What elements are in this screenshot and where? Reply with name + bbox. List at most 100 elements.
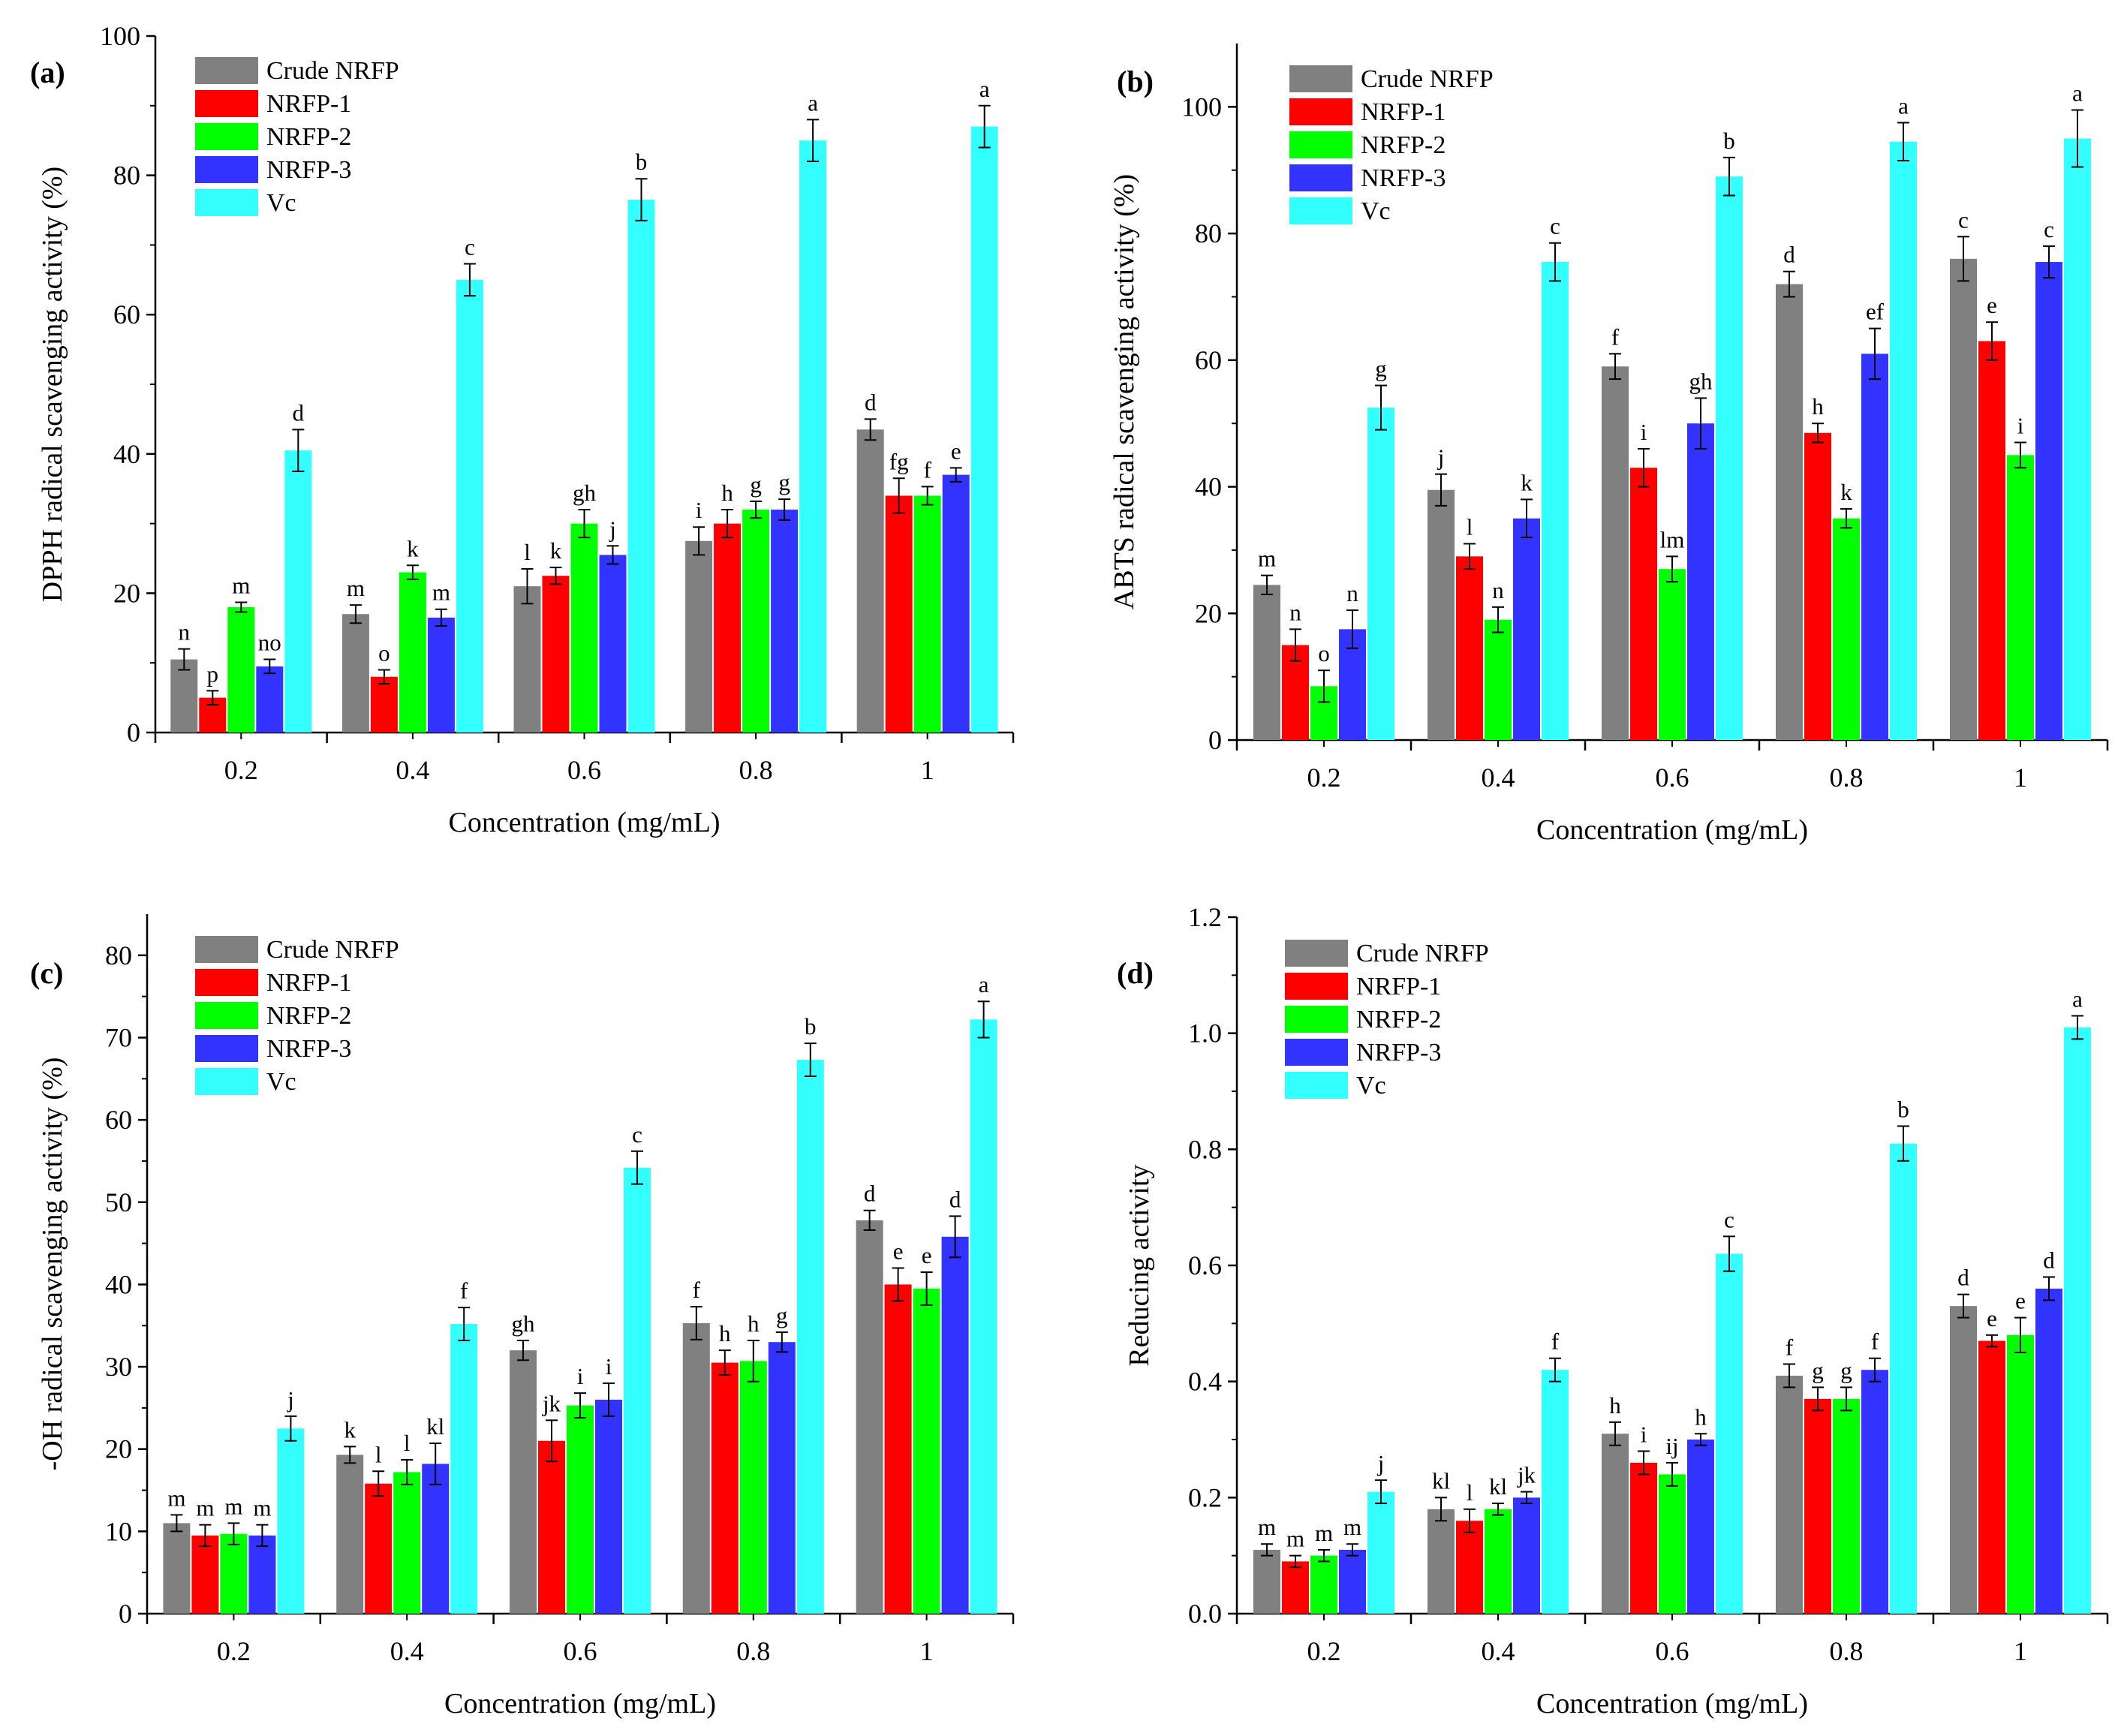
bar-crude-nrfp-0.6 <box>1602 366 1629 740</box>
significance-letter: jk <box>1517 1462 1536 1488</box>
bar-nrfp-3-0.8 <box>768 1342 796 1614</box>
significance-letter: b <box>636 149 648 175</box>
bar-crude-nrfp-0.2 <box>163 1523 191 1614</box>
significance-letter: a <box>979 971 989 997</box>
bar-vc-0.2 <box>1367 408 1394 740</box>
significance-letter: kl <box>1489 1473 1507 1500</box>
y-tick-label: 40 <box>1195 472 1222 502</box>
bar-crude-nrfp-0.2 <box>1253 1549 1280 1614</box>
y-axis-title: DPPH radical scavenging activity (%) <box>37 167 68 602</box>
significance-letter: k <box>1521 469 1533 495</box>
x-tick-label: 0.8 <box>736 1636 770 1666</box>
bar-nrfp-3-0.2 <box>1339 1549 1366 1614</box>
bar-nrfp-2-0.6 <box>570 523 598 733</box>
significance-letter: ij <box>1665 1433 1678 1459</box>
legend-swatch <box>1289 164 1352 191</box>
bar-nrfp-3-0.6 <box>599 555 627 733</box>
significance-letter: j <box>609 516 616 542</box>
significance-letter: p <box>207 660 219 687</box>
significance-letter: j <box>287 1386 294 1413</box>
legend-entry: NRFP-3 <box>266 1035 351 1063</box>
significance-letter: c <box>1724 1206 1734 1232</box>
legend-entry: Crude NRFP <box>266 936 399 964</box>
significance-letter: k <box>550 537 562 564</box>
legend-swatch <box>1289 65 1352 92</box>
legend-entry: NRFP-1 <box>1356 973 1441 1000</box>
bar-nrfp-3-0.6 <box>1687 423 1714 740</box>
legend-entry: NRFP-2 <box>1356 1006 1441 1033</box>
bar-nrfp-2-0.8 <box>739 1361 767 1614</box>
x-tick-label: 1 <box>921 755 934 785</box>
bar-nrfp-3-1 <box>942 474 970 733</box>
legend-entry: NRFP-2 <box>266 123 351 151</box>
legend-swatch <box>195 123 258 150</box>
significance-letter: d <box>2043 1247 2055 1273</box>
significance-letter: f <box>460 1277 468 1304</box>
bar-vc-1 <box>970 1019 997 1614</box>
significance-letter: j <box>1377 1450 1385 1476</box>
significance-letter: i <box>1641 419 1647 445</box>
legend-entry: Vc <box>1356 1072 1386 1100</box>
legend-entry: Vc <box>266 1068 296 1096</box>
y-tick-label: 0.0 <box>1188 1599 1222 1629</box>
significance-letter: l <box>404 1430 411 1456</box>
legend-entry: Vc <box>1361 197 1391 225</box>
significance-letter: e <box>951 438 961 464</box>
significance-letter: h <box>748 1310 760 1337</box>
y-axis-title: Reducing activity <box>1124 1164 1155 1366</box>
significance-letter: c <box>632 1121 642 1148</box>
bar-nrfp-1-0.4 <box>1456 556 1483 740</box>
significance-letter: f <box>1611 323 1620 350</box>
significance-letter: g <box>778 469 790 495</box>
y-tick-label: 100 <box>1181 92 1222 122</box>
bar-nrfp-2-0.8 <box>742 510 770 733</box>
y-tick-label: 50 <box>105 1187 132 1217</box>
significance-letter: b <box>1723 128 1735 154</box>
significance-letter: m <box>196 1495 214 1521</box>
bar-nrfp-1-0.8 <box>1804 1398 1831 1614</box>
significance-letter: m <box>1315 1520 1333 1546</box>
x-tick-label: 0.2 <box>1307 1636 1341 1666</box>
legend-entry: NRFP-1 <box>266 969 351 997</box>
bar-vc-0.4 <box>1542 1370 1569 1614</box>
bar-vc-0.6 <box>624 1167 651 1614</box>
bar-nrfp-3-0.8 <box>1861 1370 1888 1614</box>
y-tick-label: 0 <box>1208 725 1222 755</box>
bar-vc-1 <box>970 126 998 733</box>
significance-letter: m <box>224 1493 242 1519</box>
significance-letter: i <box>2017 412 2024 438</box>
y-tick-label: 20 <box>105 1434 132 1464</box>
significance-letter: h <box>721 480 733 506</box>
significance-letter: i <box>606 1353 612 1379</box>
significance-letter: e <box>2015 1288 2026 1314</box>
bar-vc-1 <box>2064 1027 2091 1614</box>
bar-nrfp-1-1 <box>885 495 913 733</box>
significance-letter: e <box>1987 292 1997 318</box>
bar-crude-nrfp-0.8 <box>682 1322 710 1614</box>
bar-nrfp-1-0.8 <box>711 1362 739 1614</box>
bar-nrfp-3-0.4 <box>1513 518 1540 740</box>
significance-letter: m <box>167 1485 185 1511</box>
bar-crude-nrfp-0.6 <box>510 1350 537 1614</box>
bar-crude-nrfp-0.6 <box>1602 1434 1629 1614</box>
bar-vc-0.8 <box>796 1060 824 1614</box>
bar-nrfp-1-0.6 <box>538 1440 565 1614</box>
bar-nrfp-2-0.2 <box>220 1533 248 1614</box>
x-tick-label: 0.8 <box>739 755 773 785</box>
significance-letter: g <box>1812 1357 1824 1383</box>
y-tick-label: 0 <box>119 1599 132 1629</box>
bar-nrfp-2-0.2 <box>227 606 255 733</box>
significance-letter: jk <box>542 1390 561 1416</box>
bar-nrfp-1-0.6 <box>542 576 570 733</box>
legend-entry: NRFP-1 <box>1361 98 1446 126</box>
x-tick-label: 0.4 <box>390 1636 424 1666</box>
chart-panel-d: 0.00.20.40.60.81.01.20.2m m m mj0.4kl l kl jkf… <box>1117 902 2109 1719</box>
x-tick-label: 0.2 <box>1307 763 1341 793</box>
significance-letter: gh <box>573 480 597 506</box>
significance-letter: fg <box>889 448 909 474</box>
bar-nrfp-3-0.4 <box>427 617 455 733</box>
bar-nrfp-3-0.4 <box>422 1464 450 1614</box>
bar-nrfp-1-0.8 <box>1804 432 1831 740</box>
y-tick-label: 0 <box>127 718 140 748</box>
bar-nrfp-2-0.8 <box>1833 518 1860 740</box>
